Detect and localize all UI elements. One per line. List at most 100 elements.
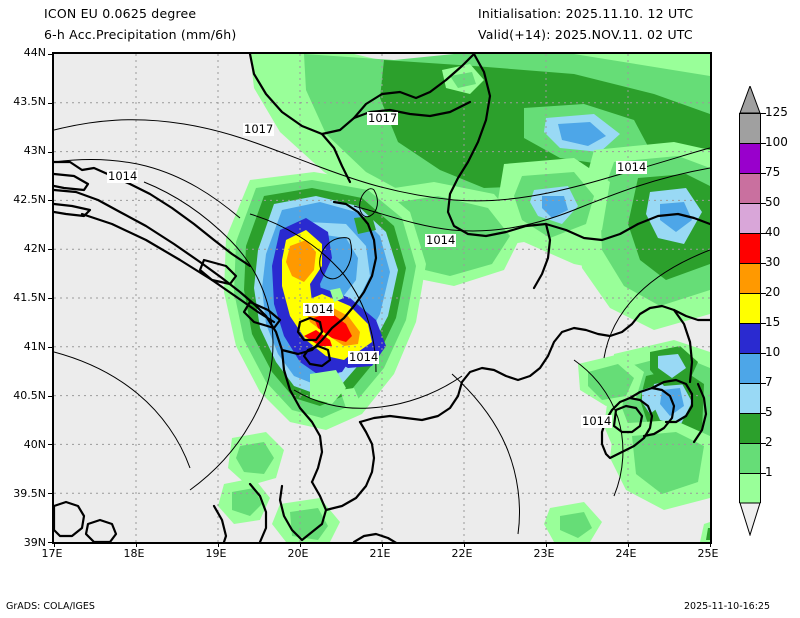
colorbar-band-40	[740, 234, 760, 264]
x-tickmark	[136, 542, 137, 547]
y-tickmark	[48, 346, 53, 348]
isobar-label-1014-east: 1014	[616, 160, 648, 174]
y-tick-43N: 43N	[23, 144, 46, 157]
y-tick-42.5N: 42.5N	[13, 193, 46, 206]
colorbar-tick-40	[761, 233, 766, 234]
colorbar-band-15	[740, 324, 760, 354]
y-tick-39.5N: 39.5N	[13, 487, 46, 500]
colorbar-label-5: 5	[765, 405, 773, 419]
colorbar-label-10: 10	[765, 345, 781, 359]
colorbar-band-5	[740, 414, 760, 444]
x-tick-24E: 24E	[615, 547, 637, 560]
y-tick-40.5N: 40.5N	[13, 389, 46, 402]
coastlines-and-borders	[54, 54, 710, 542]
y-tick-43.5N: 43.5N	[13, 95, 46, 108]
initialisation-label: Initialisation: 2025.11.10. 12 UTC	[478, 6, 694, 21]
colorbar-label-40: 40	[765, 225, 781, 239]
colorbar-band-1	[740, 474, 760, 504]
colorbar-label-125: 125	[765, 105, 788, 119]
render-timestamp-label: 2025-11-10-16:25	[684, 601, 771, 612]
colorbar-tick-50	[761, 203, 766, 204]
y-tick-39N: 39N	[23, 536, 46, 549]
precip-patches-scattered	[218, 64, 710, 542]
colorbar-tick-30	[761, 263, 766, 264]
colorbar-band-2	[740, 444, 760, 474]
isobar-label-1017-north: 1017	[367, 111, 399, 125]
colorbar-below-min-arrow	[739, 502, 761, 536]
x-tickmark	[710, 542, 711, 547]
y-tick-42N: 42N	[23, 242, 46, 255]
isobar-label-1014-aegean: 1014	[581, 414, 613, 428]
x-tick-25E: 25E	[697, 547, 719, 560]
y-tick-44N: 44N	[23, 46, 46, 59]
x-tickmark	[382, 542, 383, 547]
x-tick-20E: 20E	[287, 547, 309, 560]
x-tickmark	[464, 542, 465, 547]
colorbar-tick-15	[761, 323, 766, 324]
colorbar-tick-125	[761, 113, 766, 114]
x-tick-21E: 21E	[369, 547, 391, 560]
colorbar-label-15: 15	[765, 315, 781, 329]
colorbar-above-max-arrow	[739, 86, 761, 114]
colorbar-label-1: 1	[765, 465, 773, 479]
x-tickmark	[54, 542, 55, 547]
colorbar-tick-1	[761, 473, 766, 474]
x-tickmark	[628, 542, 629, 547]
x-tick-23E: 23E	[533, 547, 555, 560]
colorbar-band-75	[740, 174, 760, 204]
colorbar-band-10	[740, 354, 760, 384]
y-tickmark	[48, 298, 53, 299]
map-gridlines	[54, 54, 710, 542]
field-name-label: 6-h Acc.Precipitation (mm/6h)	[44, 27, 237, 42]
colorbar-tick-10	[761, 353, 766, 354]
x-tick-19E: 19E	[205, 547, 227, 560]
colorbar-band-125	[740, 114, 760, 144]
isobar-label-1014-south: 1014	[348, 350, 380, 364]
x-tick-22E: 22E	[451, 547, 473, 560]
y-tickmark	[48, 200, 53, 202]
y-tick-41.5N: 41.5N	[13, 291, 46, 304]
colorbar-band-100	[740, 144, 760, 174]
x-tickmark	[300, 542, 301, 547]
isobar-contours	[54, 119, 710, 535]
valid-time-label: Valid(+14): 2025.NOV.11. 02 UTC	[478, 27, 693, 42]
isobar-label-1017-west: 1017	[243, 122, 275, 136]
colorbar-label-7: 7	[765, 375, 773, 389]
x-tick-18E: 18E	[123, 547, 145, 560]
grads-credit-label: GrADS: COLA/IGES	[6, 601, 95, 612]
y-tickmark	[48, 542, 53, 543]
precipitation-colorbar	[739, 113, 761, 504]
y-tick-41N: 41N	[23, 340, 46, 353]
colorbar-label-20: 20	[765, 285, 781, 299]
colorbar-band-7	[740, 384, 760, 414]
colorbar-label-50: 50	[765, 195, 781, 209]
isobar-label-1014-core: 1014	[303, 302, 335, 316]
precipitation-map	[54, 54, 710, 542]
colorbar-tick-75	[761, 173, 766, 174]
isobar-label-1014-nw: 1014	[107, 169, 139, 183]
model-name-label: ICON EU 0.0625 degree	[44, 6, 197, 21]
x-tickmark	[546, 542, 547, 547]
isobar-label-1014-centre: 1014	[425, 233, 457, 247]
colorbar-band-20	[740, 294, 760, 324]
y-tickmark	[48, 444, 53, 446]
x-tick-17E: 17E	[41, 547, 63, 560]
colorbar-band-50	[740, 204, 760, 234]
y-tickmark	[48, 151, 53, 153]
colorbar-label-100: 100	[765, 135, 788, 149]
colorbar-label-75: 75	[765, 165, 781, 179]
x-tickmark	[218, 542, 219, 547]
colorbar-tick-20	[761, 293, 766, 294]
y-tickmark	[48, 102, 53, 104]
colorbar-label-30: 30	[765, 255, 781, 269]
y-tick-40N: 40N	[23, 438, 46, 451]
map-plot-area: 1017 1017 1014 1014 1014 1014 1014 1014	[52, 52, 712, 544]
colorbar-band-30	[740, 264, 760, 294]
colorbar-label-2: 2	[765, 435, 773, 449]
y-tickmark	[48, 249, 53, 251]
colorbar-tick-2	[761, 443, 766, 444]
colorbar-tick-100	[761, 143, 766, 144]
colorbar-tick-7	[761, 383, 766, 384]
y-tickmark	[48, 54, 53, 55]
precip-band-aegean	[578, 340, 710, 510]
